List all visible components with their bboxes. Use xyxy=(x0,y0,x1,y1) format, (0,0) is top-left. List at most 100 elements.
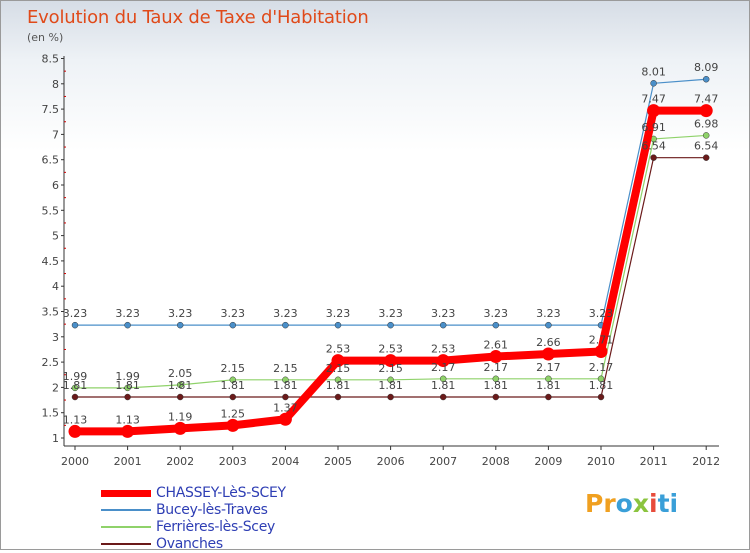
legend-item: Ferrières-lès-Scey xyxy=(101,519,331,536)
data-label: 6.54 xyxy=(694,140,719,153)
y-tick-label: 3.5 xyxy=(42,306,60,319)
data-point xyxy=(226,418,240,432)
y-tick-label: 8 xyxy=(52,78,59,91)
data-point xyxy=(282,393,289,401)
data-point xyxy=(702,132,710,139)
legend-swatch-ovanches xyxy=(101,543,151,545)
y-tick-label: 5 xyxy=(52,230,59,243)
data-point xyxy=(334,393,342,401)
data-point xyxy=(176,321,184,329)
data-label: 1.13 xyxy=(63,413,88,426)
data-label: 2.17 xyxy=(484,361,509,374)
legend: CHASSEY-LèS-SCEY Bucey-lès-Traves Ferriè… xyxy=(101,485,331,553)
data-label: 3.23 xyxy=(273,307,298,320)
data-label: 1.81 xyxy=(221,379,246,392)
x-tick-label: 2012 xyxy=(692,455,720,468)
data-label: 3.23 xyxy=(115,307,140,320)
x-tick-label: 2005 xyxy=(324,455,352,468)
data-label: 2.15 xyxy=(221,362,246,375)
data-label: 1.13 xyxy=(115,413,140,426)
data-label: 1.81 xyxy=(168,379,193,392)
data-point xyxy=(282,321,289,329)
data-point xyxy=(68,424,82,438)
data-label: 2.15 xyxy=(378,362,403,375)
data-label: 1.37 xyxy=(273,401,298,414)
data-point xyxy=(121,424,135,438)
data-label: 2.05 xyxy=(168,367,193,380)
legend-swatch-ferrieres xyxy=(101,526,151,528)
data-label: 1.81 xyxy=(431,379,456,392)
y-tick-label: 3 xyxy=(52,331,59,344)
data-point xyxy=(545,375,552,383)
data-label: 3.23 xyxy=(431,307,456,320)
data-point xyxy=(492,321,500,329)
data-label: 7.47 xyxy=(694,93,719,106)
data-label: 2.17 xyxy=(431,361,456,374)
x-tick-label: 2004 xyxy=(271,455,299,468)
data-point xyxy=(384,354,398,368)
data-point xyxy=(439,393,447,401)
x-tick-label: 2009 xyxy=(534,455,562,468)
data-point xyxy=(173,421,187,435)
data-point xyxy=(545,393,552,401)
data-label: 6.98 xyxy=(694,117,719,130)
data-point xyxy=(229,321,237,329)
x-tick-label: 2006 xyxy=(377,455,405,468)
data-point xyxy=(492,375,500,383)
data-point xyxy=(439,375,447,383)
data-point xyxy=(278,412,292,426)
legend-label: Ovanches xyxy=(156,536,223,552)
y-tick-label: 8.5 xyxy=(42,53,60,66)
data-point xyxy=(594,344,608,358)
data-label: 1.81 xyxy=(326,379,351,392)
data-label: 2.71 xyxy=(589,333,614,346)
data-label: 2.53 xyxy=(431,343,456,356)
data-point xyxy=(71,321,79,329)
data-point xyxy=(282,376,289,384)
data-point xyxy=(334,376,342,384)
data-label: 1.81 xyxy=(63,379,88,392)
data-point xyxy=(124,393,131,401)
data-label: 2.17 xyxy=(589,361,614,374)
x-tick-label: 2002 xyxy=(166,455,194,468)
y-tick-label: 1 xyxy=(52,432,59,445)
legend-label: Ferrières-lès-Scey xyxy=(156,519,276,535)
data-label: 2.17 xyxy=(536,361,561,374)
data-label: 1.19 xyxy=(168,410,193,423)
data-point xyxy=(650,80,657,87)
data-point xyxy=(176,393,184,401)
y-tick-label: 4.5 xyxy=(42,255,60,268)
data-point xyxy=(229,376,237,384)
legend-item: Bucey-lès-Traves xyxy=(101,502,331,519)
data-label: 2.61 xyxy=(484,339,509,352)
y-tick-label: 6.5 xyxy=(42,154,60,167)
legend-swatch-bucey xyxy=(101,509,151,511)
data-label: 1.25 xyxy=(221,407,246,420)
data-point xyxy=(492,393,500,401)
y-tick-label: 1.5 xyxy=(42,407,60,420)
data-point xyxy=(439,321,447,329)
data-label: 3.23 xyxy=(378,307,403,320)
data-label: 1.99 xyxy=(63,370,88,383)
data-label: 3.23 xyxy=(221,307,246,320)
data-point xyxy=(650,154,657,161)
data-point xyxy=(387,321,394,329)
x-tick-label: 2011 xyxy=(640,455,668,468)
data-point xyxy=(331,354,345,368)
data-label: 2.15 xyxy=(326,362,351,375)
data-label: 1.81 xyxy=(589,379,614,392)
x-tick-label: 2007 xyxy=(429,455,457,468)
y-tick-label: 7.5 xyxy=(42,103,60,116)
data-point xyxy=(647,104,661,118)
data-label: 3.23 xyxy=(168,307,193,320)
data-point xyxy=(71,393,79,401)
data-point xyxy=(334,321,342,329)
data-label: 1.81 xyxy=(536,379,561,392)
x-tick-label: 2008 xyxy=(482,455,510,468)
y-tick-label: 2 xyxy=(52,381,59,394)
x-tick-label: 2003 xyxy=(219,455,247,468)
legend-item: CHASSEY-LèS-SCEY xyxy=(101,485,331,502)
data-point xyxy=(124,321,131,329)
y-tick-label: 5.5 xyxy=(42,204,60,217)
